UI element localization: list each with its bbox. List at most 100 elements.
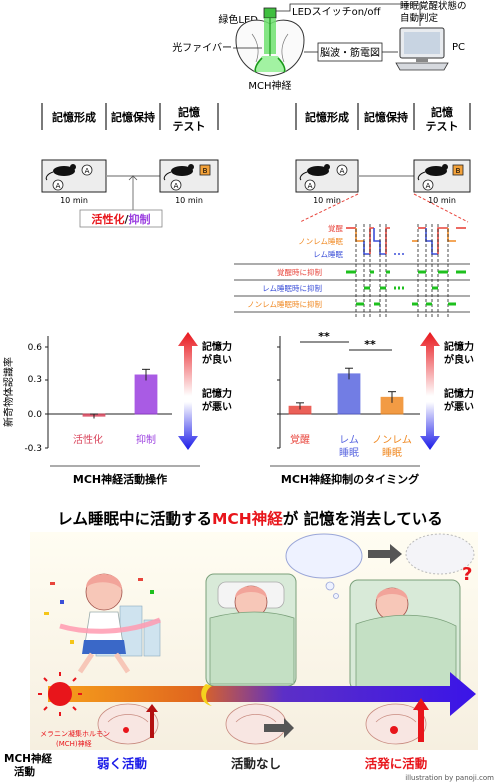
led-switch-line	[276, 3, 421, 26]
question-mark-icon: ?	[462, 564, 472, 585]
chart-area: 新奇物体認識率 0.6 0.3 0.0 -0.3 活性化 抑制 覚醒 レム 睡眠…	[2, 330, 474, 486]
headline: レム睡眠中に活動するMCH神経が 記憶を消去している	[57, 509, 442, 528]
good-memory-label-1: 記憶力	[202, 340, 232, 353]
left-phase-retention: 記憶保持	[111, 110, 155, 124]
illustration-panel: ?	[30, 532, 478, 750]
category-label: 睡眠	[339, 446, 359, 459]
category-label: レム	[339, 434, 359, 446]
mouse-icon	[171, 166, 193, 176]
weak-activity-label: 弱く活動	[97, 756, 147, 771]
memory-arrows-left: 記憶力 が良い 記憶力 が悪い	[178, 332, 232, 450]
object-a-icon	[422, 179, 434, 191]
object-b-icon	[452, 164, 464, 176]
category-label: 覚醒	[290, 433, 310, 446]
good-memory-label-2: が良い	[444, 353, 474, 366]
dream-bubble-icon: ?	[285, 533, 475, 599]
bar	[134, 374, 158, 415]
headline-part-1: レム睡眠中に活動する	[57, 509, 212, 528]
active-activity-label: 活発に活動	[365, 756, 428, 771]
left-protocol: 記憶形成 記憶保持 記憶 テスト A A 10 min 活性化/抑制 B A 1…	[41, 103, 219, 228]
green-led-icon	[263, 7, 277, 19]
right-x-label: MCH神経抑制のタイミング	[281, 472, 419, 486]
category-label: ノンレム	[372, 434, 412, 446]
left-x-label: MCH神経活動操作	[73, 472, 167, 486]
memory-arrows-right: 記憶力 が良い 記憶力 が悪い	[420, 332, 474, 450]
mch-activity-label-1: MCH神経	[4, 752, 52, 765]
object-a-icon	[81, 164, 93, 176]
illustration-credit: illustration by panoji.com	[405, 774, 494, 782]
slash-label: /	[124, 213, 129, 226]
rem-sleep-bed-icon	[349, 579, 461, 691]
bad-memory-arrow-icon	[178, 402, 198, 450]
right-time-1: 10 min	[313, 196, 341, 205]
right-phase-retention: 記憶保持	[364, 110, 408, 124]
object-a-label: A	[308, 182, 313, 190]
headline-part-2: MCH神経	[212, 509, 283, 528]
sun-icon	[38, 672, 82, 716]
bad-memory-label-1: 記憶力	[202, 387, 232, 400]
sleep-judge-label-1: 睡眠覚醒状態の	[400, 0, 467, 12]
object-a-label: A	[340, 167, 345, 175]
y-tick-label: 0.0	[28, 410, 43, 420]
hormone-label-1: メラニン凝集ホルモン	[40, 729, 110, 738]
forget-arrow-icon	[368, 544, 402, 564]
keyboard-icon	[395, 62, 449, 71]
category-label: 活性化	[73, 433, 103, 446]
brain-weak-icon	[97, 703, 159, 745]
activate-label: 活性化	[91, 212, 124, 226]
bad-memory-label-1: 記憶力	[444, 387, 474, 400]
good-memory-label-1: 記憶力	[444, 340, 474, 353]
object-b-icon	[199, 164, 211, 176]
confetti-icon	[44, 578, 154, 644]
moon-icon	[201, 684, 212, 706]
hormone-label-2: (MCH)神経	[56, 739, 92, 748]
y-axis-label: 新奇物体認識率	[2, 357, 15, 427]
mouse-icon	[307, 166, 329, 176]
left-phase-formation: 記憶形成	[52, 110, 96, 124]
sig-mark: **	[318, 330, 330, 343]
pc-label: PC	[452, 42, 465, 53]
state-nrem-label: ノンレム睡眠	[298, 237, 343, 246]
eeg-label: 脳波・筋電図	[320, 46, 380, 59]
object-a-label: A	[56, 182, 61, 190]
mch-activity-label-2: 活動	[14, 765, 35, 778]
chart-timing	[288, 367, 404, 415]
bad-memory-label-2: が悪い	[444, 400, 474, 413]
y-tick-label: -0.3	[24, 444, 42, 454]
running-girl-icon	[59, 573, 161, 674]
state-rem-label: レム睡眠	[313, 250, 343, 259]
condition-wake-label: 覚醒時に抑制	[277, 267, 322, 277]
brain-none-icon	[225, 703, 294, 745]
headline-part-3: が 記憶を消去している	[283, 509, 443, 528]
left-time-2: 10 min	[175, 196, 203, 205]
bar	[337, 373, 361, 415]
object-b-label: B	[203, 167, 208, 175]
bad-memory-label-2: が悪い	[202, 400, 232, 413]
right-protocol: 記憶形成 記憶保持 記憶 テスト A A 10 min B A 10 min 覚…	[234, 103, 471, 318]
mouse-icon	[425, 166, 447, 176]
right-phase-test-1: 記憶	[431, 105, 453, 119]
object-a-label: A	[426, 182, 431, 190]
y-tick-label: 0.6	[28, 343, 43, 353]
object-a-label: A	[85, 167, 90, 175]
category-label: 抑制	[136, 433, 156, 446]
manipulation-label: 活性化/抑制	[91, 212, 150, 226]
no-activity-label: 活動なし	[231, 756, 281, 771]
led-switch-label: LEDスイッチon/off	[292, 6, 382, 18]
object-b-label: B	[456, 167, 461, 175]
stimulation-bars	[346, 270, 466, 306]
object-a-icon	[304, 179, 316, 191]
object-a-icon	[170, 179, 182, 191]
optic-fiber-label: 光ファイバー	[172, 41, 232, 54]
mch-neuron-label: MCH神経	[248, 79, 291, 92]
object-a-icon	[336, 164, 348, 176]
object-a-label: A	[174, 182, 179, 190]
category-label: 睡眠	[382, 446, 402, 459]
right-time-2: 10 min	[428, 196, 456, 205]
inhibit-label: 抑制	[129, 212, 151, 226]
brain-active-icon	[365, 698, 429, 745]
setup-diagram: 緑色LED LEDスイッチon/off 睡眠覚醒状態の 自動判定 光ファイバー …	[172, 0, 466, 92]
manipulation-box	[79, 209, 163, 228]
sleeping-bed-icon	[205, 573, 297, 687]
